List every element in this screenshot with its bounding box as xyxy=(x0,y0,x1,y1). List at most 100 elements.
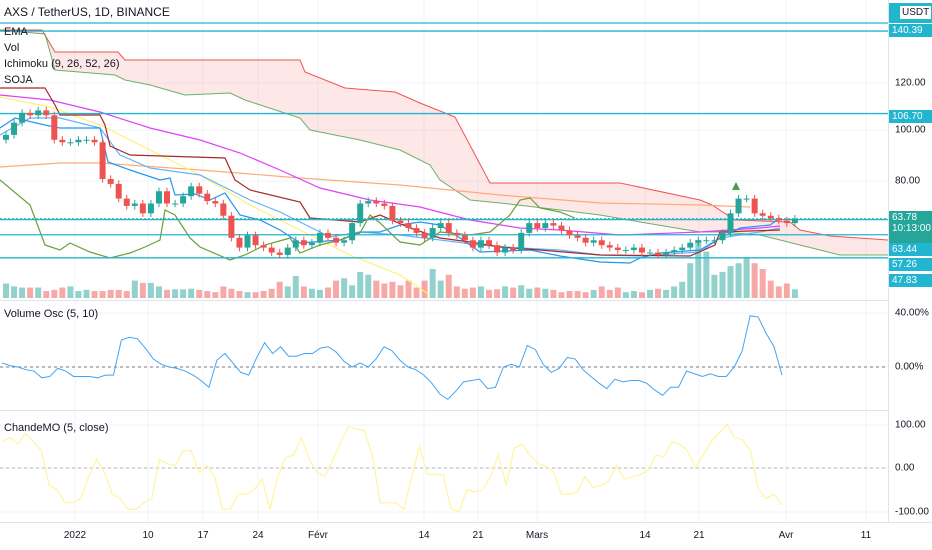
candle-body xyxy=(614,247,621,251)
candle-body xyxy=(727,213,734,233)
candle-body xyxy=(622,250,629,252)
volume-bar xyxy=(27,287,34,298)
candle-body xyxy=(534,223,541,228)
time-tick: 17 xyxy=(197,530,209,541)
candle-body xyxy=(526,223,533,233)
candle-body xyxy=(751,198,758,214)
volume-bar xyxy=(188,288,195,298)
candle-body xyxy=(381,203,388,206)
currency-badge[interactable]: USDT xyxy=(889,3,932,23)
volume-bar xyxy=(19,287,26,298)
volume-bar xyxy=(325,287,331,298)
legend-ichimoku[interactable]: Ichimoku (9, 26, 52, 26) xyxy=(4,58,120,70)
legend-ema[interactable]: EMA xyxy=(4,26,28,38)
volume-bar xyxy=(365,274,372,298)
candle-body xyxy=(373,201,380,204)
candle-body xyxy=(83,139,90,141)
volume-bar xyxy=(695,240,702,298)
volume-bar xyxy=(751,263,758,298)
pane-separator[interactable] xyxy=(0,300,932,301)
volume-bar xyxy=(791,289,798,298)
bar-countdown: 10:13:00 xyxy=(892,223,931,234)
volume-bar xyxy=(155,286,162,298)
volume-osc-tick: 0.00% xyxy=(895,361,924,373)
candle-body xyxy=(155,191,162,204)
candle-body xyxy=(19,112,26,123)
volume-bar xyxy=(333,280,340,298)
volume-bar xyxy=(510,287,517,298)
volume-bar xyxy=(373,280,380,298)
chart-canvas[interactable] xyxy=(0,0,888,522)
legend-soja[interactable]: SOJA xyxy=(4,74,33,86)
candle-body xyxy=(582,237,589,243)
volume-bar xyxy=(147,282,154,298)
volume-bar xyxy=(75,291,82,298)
volume-bar xyxy=(663,289,670,298)
volume-bar xyxy=(139,282,146,298)
level-label: 140.39 xyxy=(889,24,932,37)
candle-body xyxy=(518,232,525,251)
volume-osc-line xyxy=(1,315,783,401)
candle-body xyxy=(59,139,66,143)
price-tick: 80.00 xyxy=(895,175,921,187)
volume-bar xyxy=(300,286,307,298)
candle-body xyxy=(220,203,227,216)
candle-body xyxy=(663,252,670,255)
volume-bar xyxy=(534,287,541,298)
candle-body xyxy=(164,191,170,204)
volume-bar xyxy=(405,280,412,298)
volume-osc-tick: 40.00% xyxy=(895,307,929,319)
price-axis[interactable]: 120.00 100.00 80.00 USDT 140.39 106.70 6… xyxy=(888,0,932,522)
candle-body xyxy=(27,112,34,116)
candle-body xyxy=(429,228,436,238)
signal-up-triangle-icon xyxy=(732,182,740,190)
candle-body xyxy=(598,240,605,246)
candle-body xyxy=(228,215,235,238)
volume-bar xyxy=(614,287,621,298)
volume-bar xyxy=(687,263,694,298)
candle-body xyxy=(172,203,179,205)
volume-bar xyxy=(590,289,597,298)
candle-body xyxy=(316,232,323,243)
candle-body xyxy=(300,240,307,246)
candle-body xyxy=(349,223,356,241)
time-tick: Avr xyxy=(778,530,794,541)
volume-bar xyxy=(59,287,66,298)
volume-bar xyxy=(630,291,637,298)
candle-body xyxy=(397,220,404,224)
candle-body xyxy=(11,122,18,135)
candle-body xyxy=(268,247,275,253)
candle-body xyxy=(606,245,613,248)
level-label: 47.83 xyxy=(889,274,932,287)
volume-bar xyxy=(453,286,460,298)
candle-body xyxy=(389,205,396,221)
legend-vol[interactable]: Vol xyxy=(4,42,20,54)
symbol-title[interactable]: AXS / TetherUS, 1D, BINANCE xyxy=(4,5,170,19)
volume-bar xyxy=(783,283,790,298)
level-label: 57.26 xyxy=(889,258,932,271)
volume-bar xyxy=(566,291,573,298)
pane-separator[interactable] xyxy=(0,410,932,411)
candle-body xyxy=(550,223,557,226)
candle-body xyxy=(196,186,203,194)
volume-bar xyxy=(115,289,122,298)
volume-bar xyxy=(11,286,18,298)
volume-bar xyxy=(671,286,678,298)
volume-bar xyxy=(735,263,742,298)
candle-body xyxy=(405,223,412,228)
candle-body xyxy=(783,220,790,224)
volume-bar xyxy=(236,291,243,298)
legend-chande-mo[interactable]: ChandeMO (5, close) xyxy=(4,422,109,434)
volume-bar xyxy=(759,269,766,298)
volume-bar xyxy=(172,289,179,298)
volume-bar xyxy=(461,288,468,298)
time-tick: Mars xyxy=(525,530,549,541)
candle-body xyxy=(574,235,581,238)
volume-bar xyxy=(518,285,525,298)
volume-bar xyxy=(638,292,645,298)
legend-volume-osc[interactable]: Volume Osc (5, 10) xyxy=(4,308,99,320)
volume-bar xyxy=(180,289,187,298)
candle-body xyxy=(276,252,283,255)
cmo-tick: -100.00 xyxy=(895,506,929,518)
candle-body xyxy=(51,115,58,140)
